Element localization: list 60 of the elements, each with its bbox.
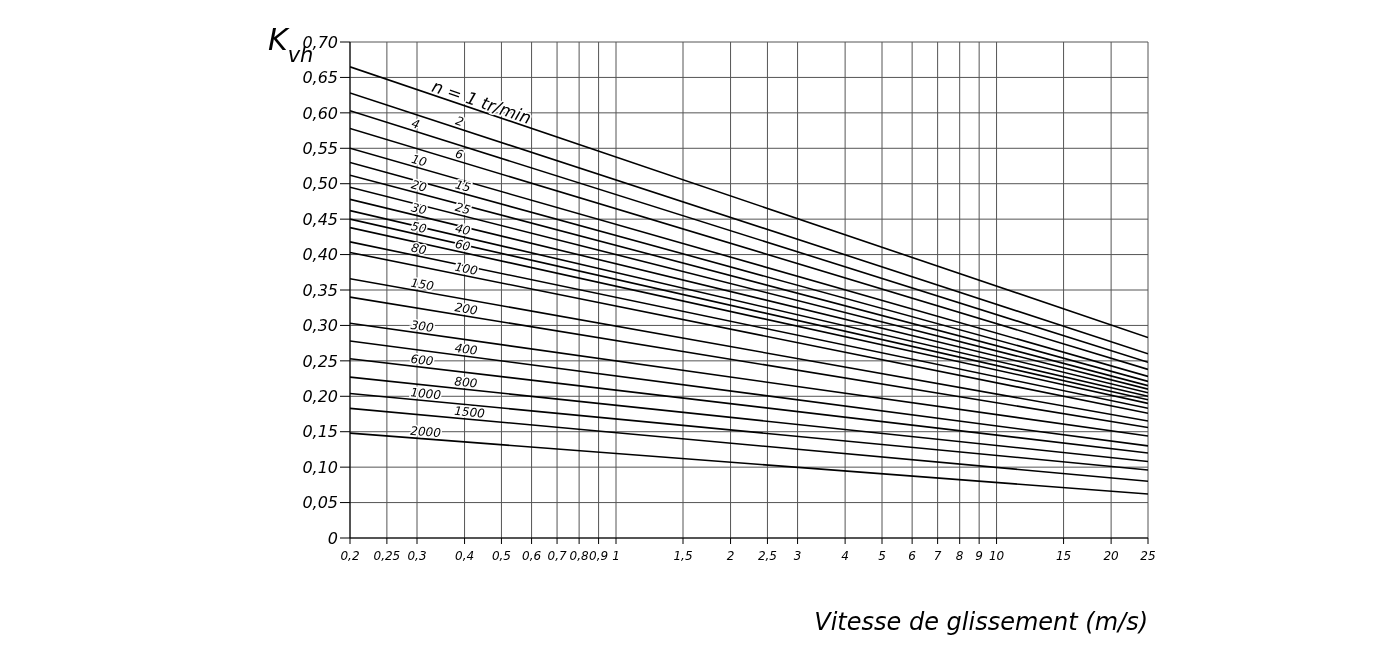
x-tick-label: 25 (1140, 549, 1156, 563)
text: 10 (409, 151, 429, 170)
x-tick-label: 2,5 (757, 549, 777, 563)
x-tick-label: 0,9 (589, 549, 609, 563)
text: 300 (409, 317, 435, 336)
x-tick-label: 1 (612, 549, 620, 563)
x-tick-label: 4 (841, 549, 849, 563)
y-tick-label: 0,20 (302, 386, 338, 406)
x-tick-label: 10 (988, 549, 1005, 563)
text: 600 (409, 351, 435, 369)
text: 400 (453, 340, 479, 358)
x-tick-label: 8 (955, 549, 964, 563)
y-tick-label: 0,45 (302, 209, 338, 229)
x-tick-label: 20 (1103, 549, 1120, 563)
x-tick-label: 3 (793, 549, 802, 563)
text: 1000 (409, 385, 442, 403)
x-tick-label: 0,3 (407, 549, 427, 563)
text: 1500 (453, 403, 486, 421)
x-tick-label: 6 (908, 549, 917, 563)
text: 80 (409, 240, 429, 258)
text: 20 (409, 177, 429, 195)
x-tick-label: 7 (933, 549, 942, 563)
text: 200 (453, 300, 479, 318)
text: 150 (409, 275, 436, 294)
y-tick-label: 0,05 (302, 493, 338, 513)
x-tick-label: 0,7 (547, 549, 567, 563)
text: 6 (453, 146, 466, 163)
text: 40 (453, 221, 473, 239)
y-tick-label: 0 (327, 528, 338, 548)
y-tick-label: 0,55 (302, 138, 338, 158)
y-tick-label: 0,60 (302, 103, 338, 123)
x-tick-label: 0,2 (340, 549, 360, 563)
x-tick-label: 9 (975, 549, 983, 563)
text: 4 (409, 116, 422, 132)
y-tick-label: 0,10 (302, 457, 338, 477)
text: 100 (453, 259, 480, 278)
x-tick-label: 0,4 (455, 549, 475, 563)
x-tick-label: 5 (878, 549, 886, 563)
text: 2 (453, 113, 466, 130)
x-axis-title: Vitesse de glissement (m/s) (814, 608, 1148, 636)
text: 800 (453, 374, 479, 391)
series-label: 2000 (409, 423, 442, 441)
x-tick-label: 0,25 (373, 549, 401, 563)
x-tick-label: 0,8 (569, 549, 590, 563)
text: 50 (409, 219, 429, 237)
y-tick-label: 0,65 (302, 68, 338, 88)
y-tick-label: 0,25 (302, 351, 338, 371)
x-tick-label: 0,5 (491, 549, 511, 563)
y-tick-label: 0,50 (302, 174, 338, 194)
y-tick-label: 0,35 (302, 280, 338, 300)
text: 15 (453, 177, 473, 195)
x-tick-label: 1,5 (673, 549, 693, 563)
x-tick-label: 2 (726, 549, 735, 563)
text: 25 (453, 199, 472, 218)
x-tick-label: 0,6 (522, 549, 542, 563)
y-tick-label: 0,15 (302, 422, 338, 442)
y-tick-label: 0,30 (302, 316, 338, 336)
x-tick-label: 15 (1055, 549, 1072, 563)
text: 30 (409, 200, 429, 218)
y-tick-label: 0,40 (302, 245, 338, 265)
